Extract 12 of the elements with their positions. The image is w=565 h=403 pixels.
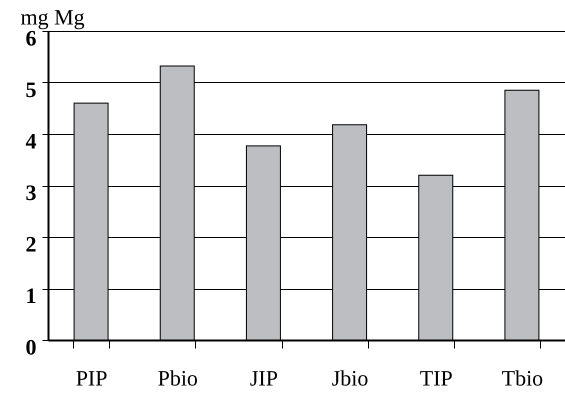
y-tick-label: 2: [26, 232, 36, 256]
x-tick-label: TIP: [420, 366, 453, 390]
x-tick-label: Pbio: [158, 366, 198, 390]
y-tick-label: 4: [26, 128, 36, 154]
x-tick-label: Jbio: [332, 366, 368, 390]
x-tick-label: PIP: [76, 366, 108, 390]
y-tick-label: 0: [26, 334, 36, 360]
x-tick-label: JIP: [250, 366, 278, 390]
y-tick-label: 5: [26, 77, 36, 102]
y-tick-label: 3: [26, 180, 36, 205]
y-tick-label: 1: [26, 283, 36, 308]
x-tick-label: Tbio: [502, 366, 544, 390]
